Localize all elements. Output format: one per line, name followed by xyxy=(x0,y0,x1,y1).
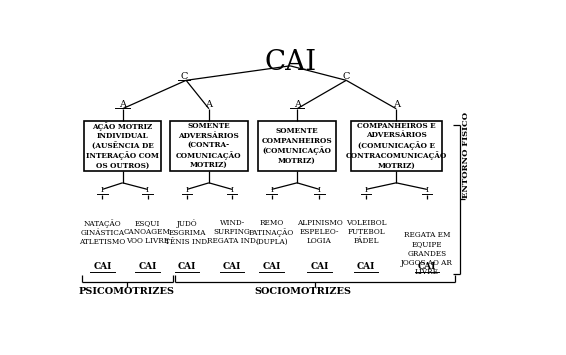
Text: C: C xyxy=(342,72,350,81)
Text: REMO
PATINAÇÃO
(DUPLA): REMO PATINAÇÃO (DUPLA) xyxy=(249,219,294,246)
Text: AÇÃO MOTRIZ
INDIVIDUAL
(AUSÊNCIA DE
INTERAÇÃO COM
OS OUTROS): AÇÃO MOTRIZ INDIVIDUAL (AUSÊNCIA DE INTE… xyxy=(86,122,159,170)
Text: SOCIOMOTRIZES: SOCIOMOTRIZES xyxy=(255,288,351,296)
FancyBboxPatch shape xyxy=(170,120,248,171)
Text: CAI: CAI xyxy=(357,262,375,271)
Text: CAI: CAI xyxy=(138,262,157,271)
Text: CAI: CAI xyxy=(223,262,241,271)
Text: I: I xyxy=(270,186,273,194)
Text: PSICOMOTRIZES: PSICOMOTRIZES xyxy=(79,288,175,296)
Text: I: I xyxy=(146,186,149,194)
Text: ALPINISMO
ESPELEO-
LOGIA: ALPINISMO ESPELEO- LOGIA xyxy=(297,219,342,245)
Text: NATAÇÃO
GINÁSTICA
ATLETISMO: NATAÇÃO GINÁSTICA ATLETISMO xyxy=(79,219,126,246)
Text: ENTORNO FÍSICO: ENTORNO FÍSICO xyxy=(461,112,470,198)
Text: CAI: CAI xyxy=(310,262,329,271)
Text: C: C xyxy=(180,72,187,81)
Text: CAI: CAI xyxy=(178,262,196,271)
Text: I: I xyxy=(186,186,188,194)
Text: JUDÓ
ESGRIMA
TÊNIS IND.: JUDÓ ESGRIMA TÊNIS IND. xyxy=(165,219,209,246)
FancyBboxPatch shape xyxy=(258,120,336,171)
Text: ESQUI
CANOAGEM
VOO LIVRE: ESQUI CANOAGEM VOO LIVRE xyxy=(124,219,171,245)
Text: CAI: CAI xyxy=(264,49,316,76)
Text: A: A xyxy=(294,100,301,109)
FancyBboxPatch shape xyxy=(350,120,442,171)
Text: I: I xyxy=(426,186,428,194)
Text: CAI: CAI xyxy=(93,262,112,271)
Text: I: I xyxy=(365,186,367,194)
Text: SOMENTE
ADVERSÁRIOS
(CONTRA-
COMUNICAÇÃO
MOTRIZ): SOMENTE ADVERSÁRIOS (CONTRA- COMUNICAÇÃO… xyxy=(176,122,242,169)
Text: A: A xyxy=(119,100,126,109)
Text: I: I xyxy=(101,186,104,194)
Text: I: I xyxy=(231,186,234,194)
Text: CAI: CAI xyxy=(418,262,436,271)
Text: CAI: CAI xyxy=(263,262,281,271)
Text: SOMENTE
COMPANHEIROS
(COMUNICAÇÃO
MOTRIZ): SOMENTE COMPANHEIROS (COMUNICAÇÃO MOTRIZ… xyxy=(262,127,332,165)
Text: WIND-
SURFING
REGATA IND.: WIND- SURFING REGATA IND. xyxy=(207,219,258,245)
Text: A: A xyxy=(393,100,400,109)
Text: I: I xyxy=(318,186,321,194)
FancyBboxPatch shape xyxy=(84,120,161,171)
Text: A: A xyxy=(205,100,212,109)
Text: VOLEIBOL
FUTEBOL
PÁDEL: VOLEIBOL FUTEBOL PÁDEL xyxy=(346,219,386,245)
Text: COMPANHEIROS E
ADVERSÁRIOS
(COMUNICAÇÃO E
CONTRACOMUNICAÇÃO
MOTRIZ): COMPANHEIROS E ADVERSÁRIOS (COMUNICAÇÃO … xyxy=(345,122,447,170)
Text: REGATA EM
EQUIPE
GRANDES
JOGOS AO AR
LIVRE: REGATA EM EQUIPE GRANDES JOGOS AO AR LIV… xyxy=(401,231,453,276)
